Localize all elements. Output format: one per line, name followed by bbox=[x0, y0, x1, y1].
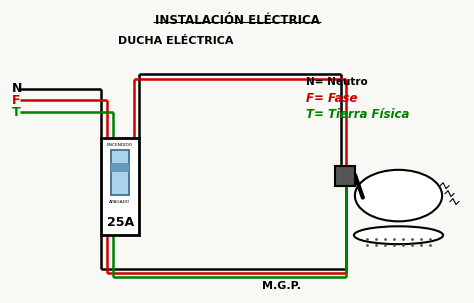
Text: N: N bbox=[12, 82, 22, 95]
Text: ENCENDIDO: ENCENDIDO bbox=[107, 143, 133, 147]
Text: F: F bbox=[12, 94, 20, 107]
Text: INSTALACIÓN ELÉCTRICA: INSTALACIÓN ELÉCTRICA bbox=[155, 14, 319, 27]
Ellipse shape bbox=[355, 170, 442, 221]
Text: F= Fase: F= Fase bbox=[306, 92, 358, 105]
FancyBboxPatch shape bbox=[111, 150, 129, 195]
Text: T= Tierra Física: T= Tierra Física bbox=[306, 108, 410, 122]
Text: DUCHA ELÉCTRICA: DUCHA ELÉCTRICA bbox=[118, 36, 233, 46]
Text: 25A: 25A bbox=[107, 216, 134, 229]
FancyBboxPatch shape bbox=[111, 163, 129, 172]
Text: T: T bbox=[12, 106, 21, 119]
FancyBboxPatch shape bbox=[335, 166, 355, 186]
FancyBboxPatch shape bbox=[101, 138, 139, 235]
Text: N= Neutro: N= Neutro bbox=[306, 77, 368, 87]
Ellipse shape bbox=[354, 226, 443, 244]
Text: M.G.P.: M.G.P. bbox=[262, 281, 301, 291]
Text: APAGADO: APAGADO bbox=[109, 200, 131, 204]
